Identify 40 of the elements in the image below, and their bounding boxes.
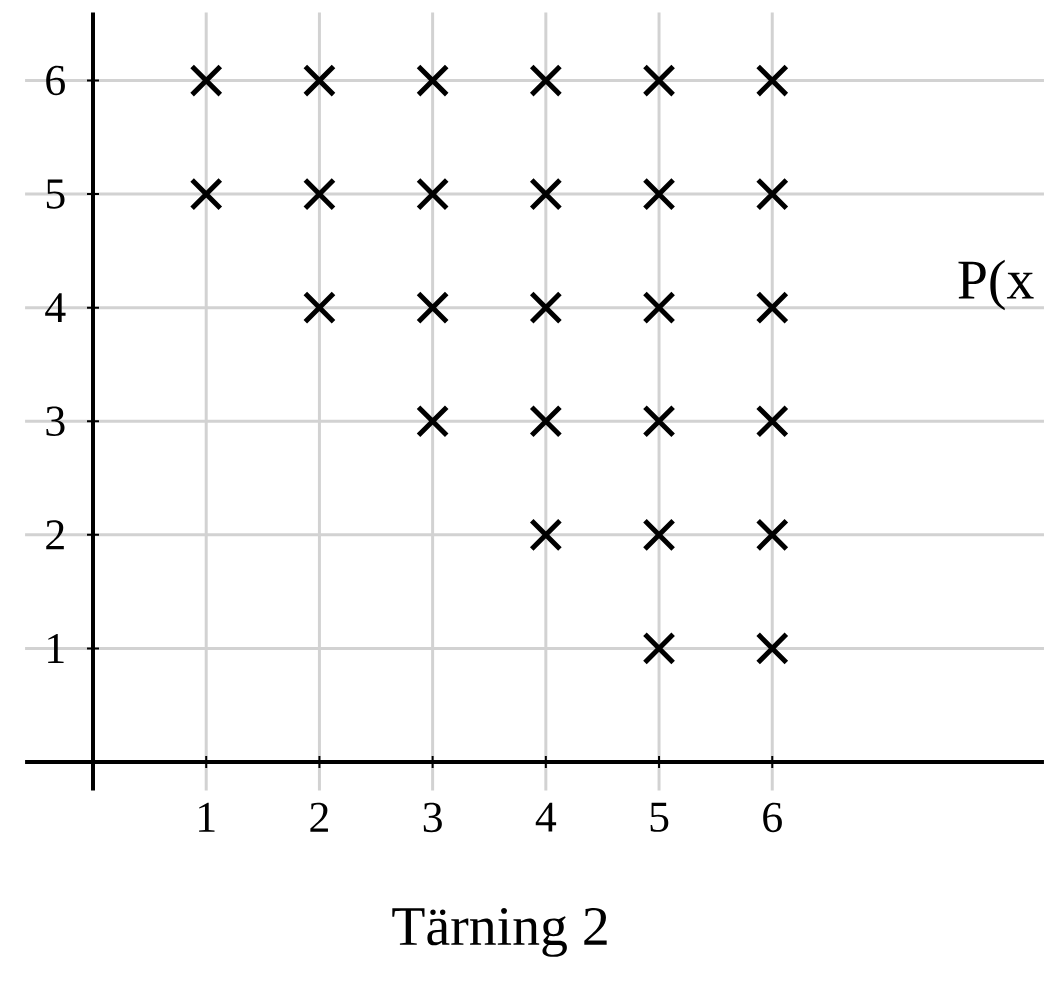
point — [302, 291, 336, 325]
point — [302, 177, 336, 211]
y-tick-label: 1 — [48, 633, 64, 663]
point — [189, 63, 223, 98]
x-tick-label: 3 — [423, 802, 442, 833]
annotation: P(x — [958, 259, 1034, 311]
point — [529, 177, 563, 211]
point — [642, 404, 676, 438]
point — [642, 631, 676, 665]
point — [529, 291, 563, 325]
point — [755, 518, 789, 552]
point — [529, 63, 563, 98]
point — [189, 177, 223, 211]
x-tick-label: 6 — [763, 802, 782, 833]
x-tick-label: 5 — [650, 802, 669, 832]
y-tick-label: 4 — [45, 293, 66, 323]
point — [416, 63, 450, 98]
point — [529, 404, 563, 438]
y-tick-label: 6 — [46, 65, 65, 96]
point — [642, 63, 676, 98]
y-tick-label: 2 — [46, 520, 64, 550]
point — [302, 63, 336, 98]
point — [642, 291, 676, 325]
point — [416, 291, 450, 325]
y-tick-label: 3 — [46, 406, 65, 436]
point — [755, 177, 789, 211]
point — [755, 631, 789, 665]
point — [642, 518, 676, 552]
x-tick-label: 1 — [199, 802, 215, 832]
point — [755, 63, 789, 98]
y-tick-label: 5 — [46, 179, 65, 209]
x-tick-label: 2 — [310, 802, 328, 832]
point — [755, 291, 789, 325]
x-axis-title: Tärning 2 — [392, 907, 607, 957]
point — [529, 518, 563, 552]
point — [416, 177, 450, 211]
point — [642, 177, 676, 211]
x-tick-label: 4 — [535, 802, 557, 832]
point — [416, 404, 450, 438]
point — [755, 404, 789, 438]
